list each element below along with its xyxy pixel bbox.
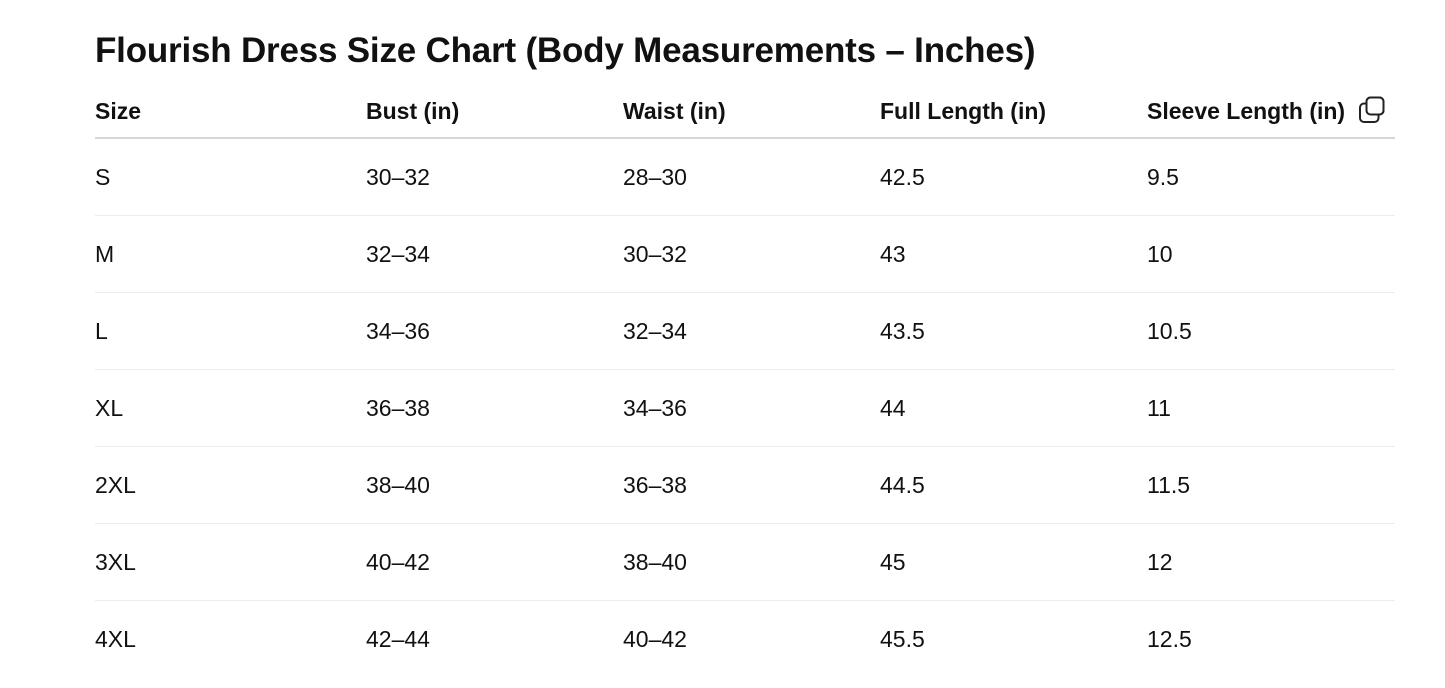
cell-size: S <box>95 163 111 190</box>
table-row: M 32–34 30–32 43 10 <box>95 216 1395 293</box>
column-header-full-length: Full Length (in) <box>880 98 1047 124</box>
cell-size: L <box>95 317 108 344</box>
cell-size: 2XL <box>95 471 136 498</box>
cell-bust: 42–44 <box>366 625 430 652</box>
cell-sleeve-length: 9.5 <box>1147 163 1179 190</box>
cell-sleeve-length: 11.5 <box>1147 471 1191 498</box>
cell-bust: 34–36 <box>366 317 430 344</box>
size-chart-table: Size Bust (in) Waist (in) Full Length (i… <box>95 86 1395 677</box>
cell-full-length: 42.5 <box>880 163 925 190</box>
cell-waist: 40–42 <box>623 625 687 652</box>
column-header-bust: Bust (in) <box>366 98 460 124</box>
table-row: XL 36–38 34–36 44 11 <box>95 370 1395 447</box>
copy-icon[interactable] <box>1358 96 1386 124</box>
cell-waist: 28–30 <box>623 163 687 190</box>
cell-sleeve-length: 10.5 <box>1147 317 1192 344</box>
cell-sleeve-length: 12.5 <box>1147 625 1192 652</box>
cell-bust: 36–38 <box>366 394 430 421</box>
cell-bust: 32–34 <box>366 240 430 267</box>
cell-full-length: 43 <box>880 240 906 267</box>
cell-full-length: 44 <box>880 394 906 421</box>
table-row: 2XL 38–40 36–38 44.5 11.5 <box>95 447 1395 524</box>
cell-bust: 38–40 <box>366 471 430 498</box>
cell-size: 4XL <box>95 625 136 652</box>
cell-size: M <box>95 240 115 267</box>
cell-full-length: 45.5 <box>880 625 925 652</box>
cell-waist: 32–34 <box>623 317 687 344</box>
column-header-size: Size <box>95 98 142 124</box>
cell-sleeve-length: 12 <box>1147 548 1173 575</box>
table-row: S 30–32 28–30 42.5 9.5 <box>95 139 1395 216</box>
cell-bust: 30–32 <box>366 163 430 190</box>
column-header-sleeve-length: Sleeve Length (in) <box>1147 98 1346 124</box>
cell-full-length: 43.5 <box>880 317 925 344</box>
cell-size: 3XL <box>95 548 136 575</box>
table-row: 4XL 42–44 40–42 45.5 12.5 <box>95 601 1395 677</box>
cell-full-length: 44.5 <box>880 471 925 498</box>
page-title: Flourish Dress Size Chart (Body Measurem… <box>95 31 1036 70</box>
table-header-row: Size Bust (in) Waist (in) Full Length (i… <box>95 86 1395 139</box>
cell-waist: 30–32 <box>623 240 687 267</box>
table-row: 3XL 40–42 38–40 45 12 <box>95 524 1395 601</box>
cell-size: XL <box>95 394 124 421</box>
cell-waist: 36–38 <box>623 471 687 498</box>
table-row: L 34–36 32–34 43.5 10.5 <box>95 293 1395 370</box>
cell-full-length: 45 <box>880 548 906 575</box>
cell-waist: 38–40 <box>623 548 687 575</box>
cell-waist: 34–36 <box>623 394 687 421</box>
cell-sleeve-length: 11 <box>1147 394 1171 421</box>
column-header-waist: Waist (in) <box>623 98 726 124</box>
cell-bust: 40–42 <box>366 548 430 575</box>
cell-sleeve-length: 10 <box>1147 240 1173 267</box>
